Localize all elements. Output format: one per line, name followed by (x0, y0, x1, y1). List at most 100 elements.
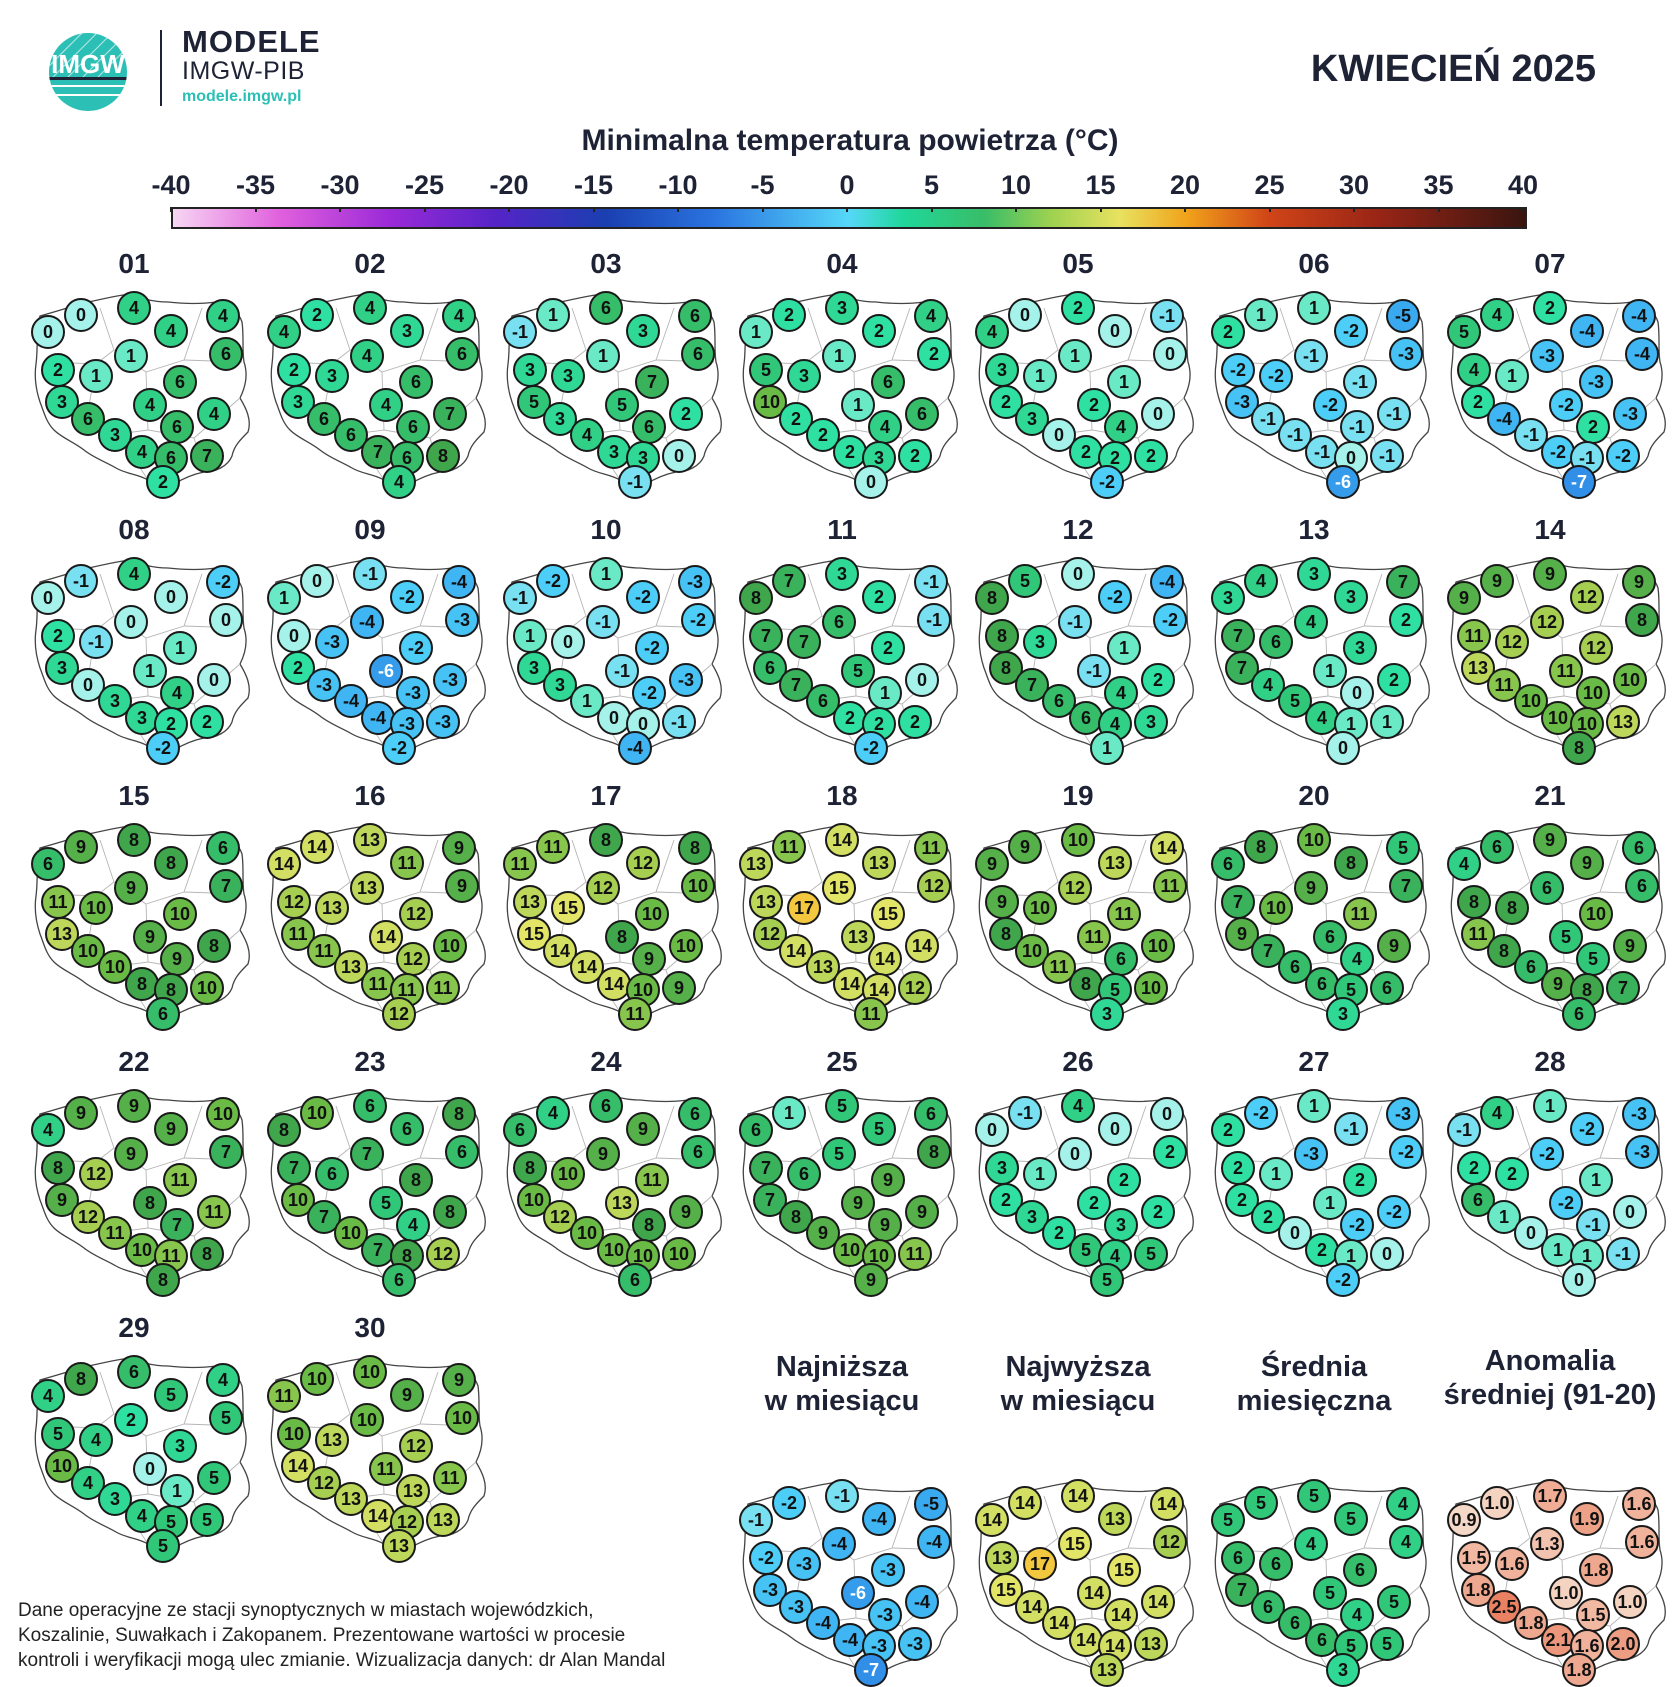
station-value: 7 (749, 619, 783, 653)
summary-map: 0.9 1.0 1.7 1.9 1.6 1.6 1.5 1.6 1.3 1.8 1.8 1.0 1.5 1… (1434, 1440, 1666, 1687)
voivodeship-border (1279, 573, 1383, 639)
day-map: 6 8 10 8 5 7 7 10 9 11 9 6 4 9 7 6 6 5 6 3 (1198, 784, 1430, 1031)
station-value: 10 (517, 1183, 551, 1217)
station-value: 10 (433, 929, 467, 963)
station-value: 14 (1069, 1623, 1103, 1657)
station-value: 9 (1613, 929, 1647, 963)
station-value: 5 (1370, 1627, 1404, 1661)
station-value: 6 (905, 397, 939, 431)
station-value: 6 (382, 1263, 416, 1297)
station-value: 9 (1570, 846, 1604, 880)
day-label: 03 (590, 248, 622, 279)
station-value: 1.8 (1514, 1606, 1548, 1640)
station-value: 11 (1549, 654, 1583, 688)
station-value: 2 (1141, 1195, 1175, 1229)
station-value: -2 (1244, 1096, 1278, 1130)
brand-separator (160, 30, 162, 106)
station-value: 2 (1134, 439, 1168, 473)
voivodeship-border (1043, 839, 1147, 905)
station-value: 3 (1023, 625, 1057, 659)
station-value: 1.6 (1625, 1525, 1659, 1559)
voivodeship-border (335, 1371, 439, 1437)
station-value: 10 (206, 1097, 240, 1131)
station-value: 10 (1613, 663, 1647, 697)
station-value: 6 (1313, 920, 1347, 954)
voivodeship-border (807, 1105, 911, 1171)
station-value: 8 (41, 1151, 75, 1185)
day-map: 4 0 2 0 -1 0 3 1 1 1 2 2 4 0 3 0 2 2 2 -2 (962, 252, 1194, 499)
station-value: 1 (868, 676, 902, 710)
station-value: 0 (1098, 1112, 1132, 1146)
summary-title: Anomalia średniej (91-20) (1430, 1344, 1670, 1412)
station-value: 4 (31, 1113, 65, 1147)
station-value: 7 (635, 365, 669, 399)
station-value: 11 (390, 846, 424, 880)
scale-title: Minimalna temperatura powietrza (°C) (581, 124, 1119, 157)
station-value: 6 (206, 831, 240, 865)
station-value: 1.3 (1530, 1527, 1564, 1561)
station-value: 1 (1090, 731, 1124, 765)
station-value: 2 (1077, 1186, 1111, 1220)
station-value: 3 (626, 314, 660, 348)
station-value: 1 (133, 654, 167, 688)
station-value: -3 (898, 1627, 932, 1661)
station-value: 6 (315, 1157, 349, 1191)
day-map: 9 9 10 13 14 11 9 10 12 11 8 11 6 10 10 11 8 5 10 3 (962, 784, 1194, 1031)
station-value: 10 (350, 1403, 384, 1437)
scale-tick-label: -20 (489, 170, 529, 200)
station-value: 13 (350, 871, 384, 905)
station-value: 14 (361, 1499, 395, 1533)
summary-map: -1 -2 -1 -4 -5 -4 -2 -3 -4 -3 -3 -6 -3 -4 -3 -4 -4 -3 -3 -7 (726, 1440, 958, 1687)
station-value: -5 (1386, 299, 1420, 333)
station-value: 14 (862, 973, 896, 1007)
station-value: 5 (841, 654, 875, 688)
station-value: 2 (898, 439, 932, 473)
station-value: 4 (396, 1208, 430, 1242)
station-value: 3 (125, 701, 159, 735)
scale-tick (592, 207, 595, 212)
station-value: 14 (300, 830, 334, 864)
brand-url-link[interactable]: modele.imgw.pl (182, 88, 302, 105)
station-value: 4 (1447, 847, 1481, 881)
logo-text: IMGW (51, 49, 125, 79)
station-value: 2 (1141, 663, 1175, 697)
station-value: 15 (871, 897, 905, 931)
station-value: 5 (1134, 1237, 1168, 1271)
station-value: 7 (1015, 668, 1049, 702)
scale-tick-label: 30 (1338, 170, 1370, 200)
station-value: -2 (681, 603, 715, 637)
station-value: 9 (1008, 830, 1042, 864)
station-value: -2 (1313, 388, 1347, 422)
station-value: 10 (1061, 823, 1095, 857)
station-value: 10 (1579, 897, 1613, 931)
station-value: 12 (399, 1429, 433, 1463)
station-value: -2 (1606, 439, 1640, 473)
station-value: 8 (146, 1263, 180, 1297)
station-value: 11 (503, 847, 537, 881)
station-value: 3 (1326, 997, 1360, 1031)
station-value: 9 (133, 920, 167, 954)
scale-tick-label: 35 (1423, 170, 1454, 200)
station-value: 2 (1211, 315, 1245, 349)
station-value: 4 (1244, 564, 1278, 598)
station-value: 8 (605, 920, 639, 954)
footnote-line: Dane operacyjne ze stacji synoptycznych … (18, 1600, 594, 1621)
station-value: 13 (841, 920, 875, 954)
station-value: 6 (1221, 1541, 1255, 1575)
station-value: 5 (1069, 1233, 1103, 1267)
station-value: 12 (626, 846, 660, 880)
station-value: 1 (1297, 1089, 1331, 1123)
station-value: 4 (382, 465, 416, 499)
summary-title-line: w miesiącu (1000, 1385, 1156, 1417)
station-value: -2 (1221, 353, 1255, 387)
station-value: 7 (209, 1135, 243, 1169)
station-value: 8 (154, 846, 188, 880)
station-value: 5 (1334, 1502, 1368, 1536)
station-value: 5 (1377, 1585, 1411, 1619)
station-value: 4 (350, 339, 384, 373)
station-value: 6 (1104, 942, 1138, 976)
station-value: -2 (146, 731, 180, 765)
station-value: 3 (315, 359, 349, 393)
day-map: 4 8 6 5 4 5 5 4 2 3 10 0 1 5 4 3 4 5 5 5 (18, 1316, 250, 1563)
station-value: 2 (1389, 603, 1423, 637)
